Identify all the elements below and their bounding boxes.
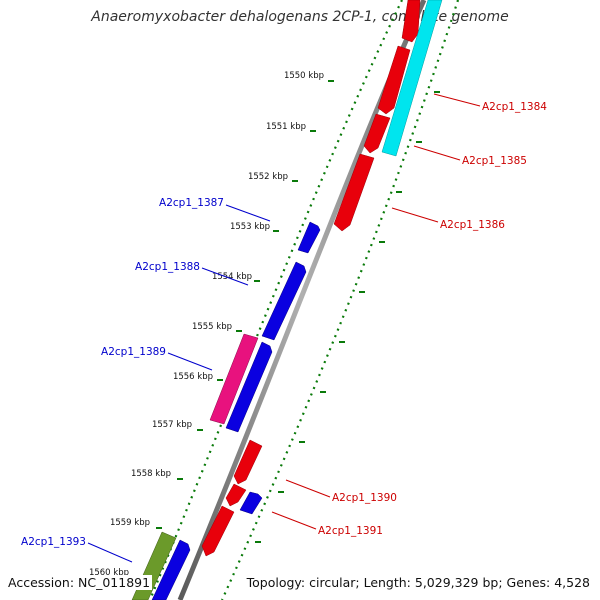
cds-feature bbox=[225, 483, 247, 507]
tick-label: 1550 kbp bbox=[284, 71, 324, 81]
inner-tick-ring bbox=[148, 0, 403, 600]
cds-feature bbox=[333, 153, 375, 232]
gene-label: A2cp1_1386 bbox=[440, 219, 505, 231]
tick-rings bbox=[148, 0, 460, 600]
rrna-feature bbox=[381, 0, 443, 157]
genome-summary-text: Topology: circular; Length: 5,029,329 bp… bbox=[244, 575, 592, 590]
tick-label: 1558 kbp bbox=[131, 469, 171, 479]
leader-line bbox=[225, 204, 271, 222]
accession-text: Accession: NC_011891 bbox=[6, 575, 153, 590]
gene-label: A2cp1_1387 bbox=[159, 197, 224, 209]
tick-label: 1556 kbp bbox=[173, 372, 213, 382]
right-gene-labels: A2cp1_1384 A2cp1_1385 A2cp1_1386 A2cp1_1… bbox=[271, 93, 547, 537]
cds-feature bbox=[377, 45, 411, 115]
gene-label: A2cp1_1388 bbox=[135, 261, 200, 273]
cds-feature bbox=[239, 491, 263, 515]
cds-feature bbox=[297, 221, 321, 254]
leader-line bbox=[391, 207, 439, 223]
cds-feature bbox=[233, 439, 263, 485]
outer-tick-ring bbox=[220, 0, 460, 600]
gene-label: A2cp1_1385 bbox=[462, 155, 527, 167]
gene-label: A2cp1_1391 bbox=[318, 525, 383, 537]
gene-label: A2cp1_1393 bbox=[21, 536, 86, 548]
leader-line bbox=[167, 352, 213, 371]
cds-feature bbox=[201, 505, 235, 557]
reverse-strand-features bbox=[151, 221, 321, 600]
leader-line bbox=[201, 267, 249, 286]
map-title: Anaeromyxobacter dehalogenans 2CP-1, com… bbox=[91, 9, 509, 25]
gene-label: A2cp1_1389 bbox=[101, 346, 166, 358]
forward-strand-features bbox=[201, 0, 421, 557]
outer-ring-ticks bbox=[255, 91, 440, 543]
gene-label: A2cp1_1384 bbox=[482, 101, 547, 113]
tick-marks bbox=[156, 80, 334, 529]
cds-feature bbox=[225, 341, 273, 433]
tick-labels: 1550 kbp 1551 kbp 1552 kbp 1553 kbp 1554… bbox=[89, 71, 324, 578]
cds-feature bbox=[363, 113, 391, 154]
left-gene-labels: A2cp1_1387 A2cp1_1388 A2cp1_1389 A2cp1_1… bbox=[21, 197, 271, 563]
leader-line bbox=[271, 511, 317, 530]
leader-line bbox=[87, 542, 133, 563]
leader-line bbox=[433, 93, 481, 107]
tick-label: 1557 kbp bbox=[152, 420, 192, 430]
tick-label: 1555 kbp bbox=[192, 322, 232, 332]
leader-line bbox=[285, 479, 331, 498]
tick-label: 1552 kbp bbox=[248, 172, 288, 182]
cds-feature bbox=[151, 539, 191, 600]
cds-feature bbox=[401, 0, 421, 43]
cds-feature bbox=[261, 261, 307, 341]
tick-label: 1559 kbp bbox=[110, 518, 150, 528]
tick-label: 1554 kbp bbox=[212, 272, 252, 282]
tick-label: 1553 kbp bbox=[230, 222, 270, 232]
leader-line bbox=[413, 145, 461, 161]
highlight-feature-magenta bbox=[209, 333, 259, 425]
gene-label: A2cp1_1390 bbox=[332, 492, 397, 504]
tick-label: 1560 kbp bbox=[89, 568, 129, 578]
tick-label: 1551 kbp bbox=[266, 122, 306, 132]
